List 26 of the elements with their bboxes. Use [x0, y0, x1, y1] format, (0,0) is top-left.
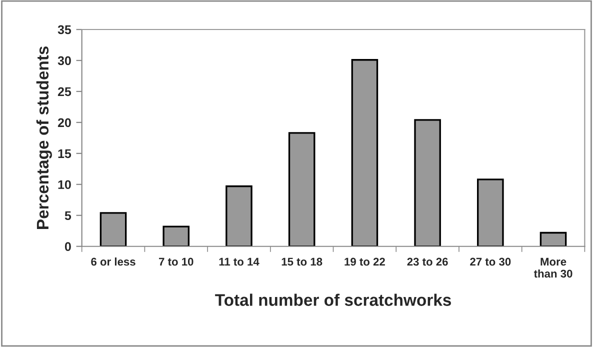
- y-tick-label: 20: [58, 118, 71, 128]
- bar: [351, 59, 378, 246]
- bar: [162, 226, 190, 246]
- x-tick-label: More than 30: [534, 258, 572, 278]
- y-tick-label: 0: [64, 242, 71, 252]
- x-tick-label: 15 to 18: [282, 258, 322, 266]
- y-tick-label: 35: [58, 25, 72, 34]
- x-axis-title: Total number of scratchworks: [215, 294, 451, 306]
- y-tick-label: 5: [64, 211, 72, 220]
- x-tick-label: 7 to 10: [159, 258, 194, 266]
- y-tick-label: 10: [58, 180, 71, 190]
- bar: [477, 178, 504, 246]
- bar: [540, 232, 567, 246]
- y-tick-label: 25: [58, 87, 72, 96]
- bar: [414, 119, 441, 246]
- x-tick-label: 27 to 30: [470, 258, 511, 266]
- bar: [288, 132, 316, 246]
- y-tick-label: 30: [58, 56, 71, 66]
- x-tick-label: 6 or less: [91, 257, 136, 266]
- y-tick-label: 15: [58, 149, 72, 158]
- x-tick-label: 19 to 22: [344, 258, 385, 266]
- bar: [226, 185, 252, 246]
- x-tick-label: 11 to 14: [219, 258, 260, 266]
- bar: [100, 212, 127, 246]
- x-tick-label: 23 to 26: [407, 258, 448, 266]
- y-axis-title: Percentage of students: [36, 46, 52, 229]
